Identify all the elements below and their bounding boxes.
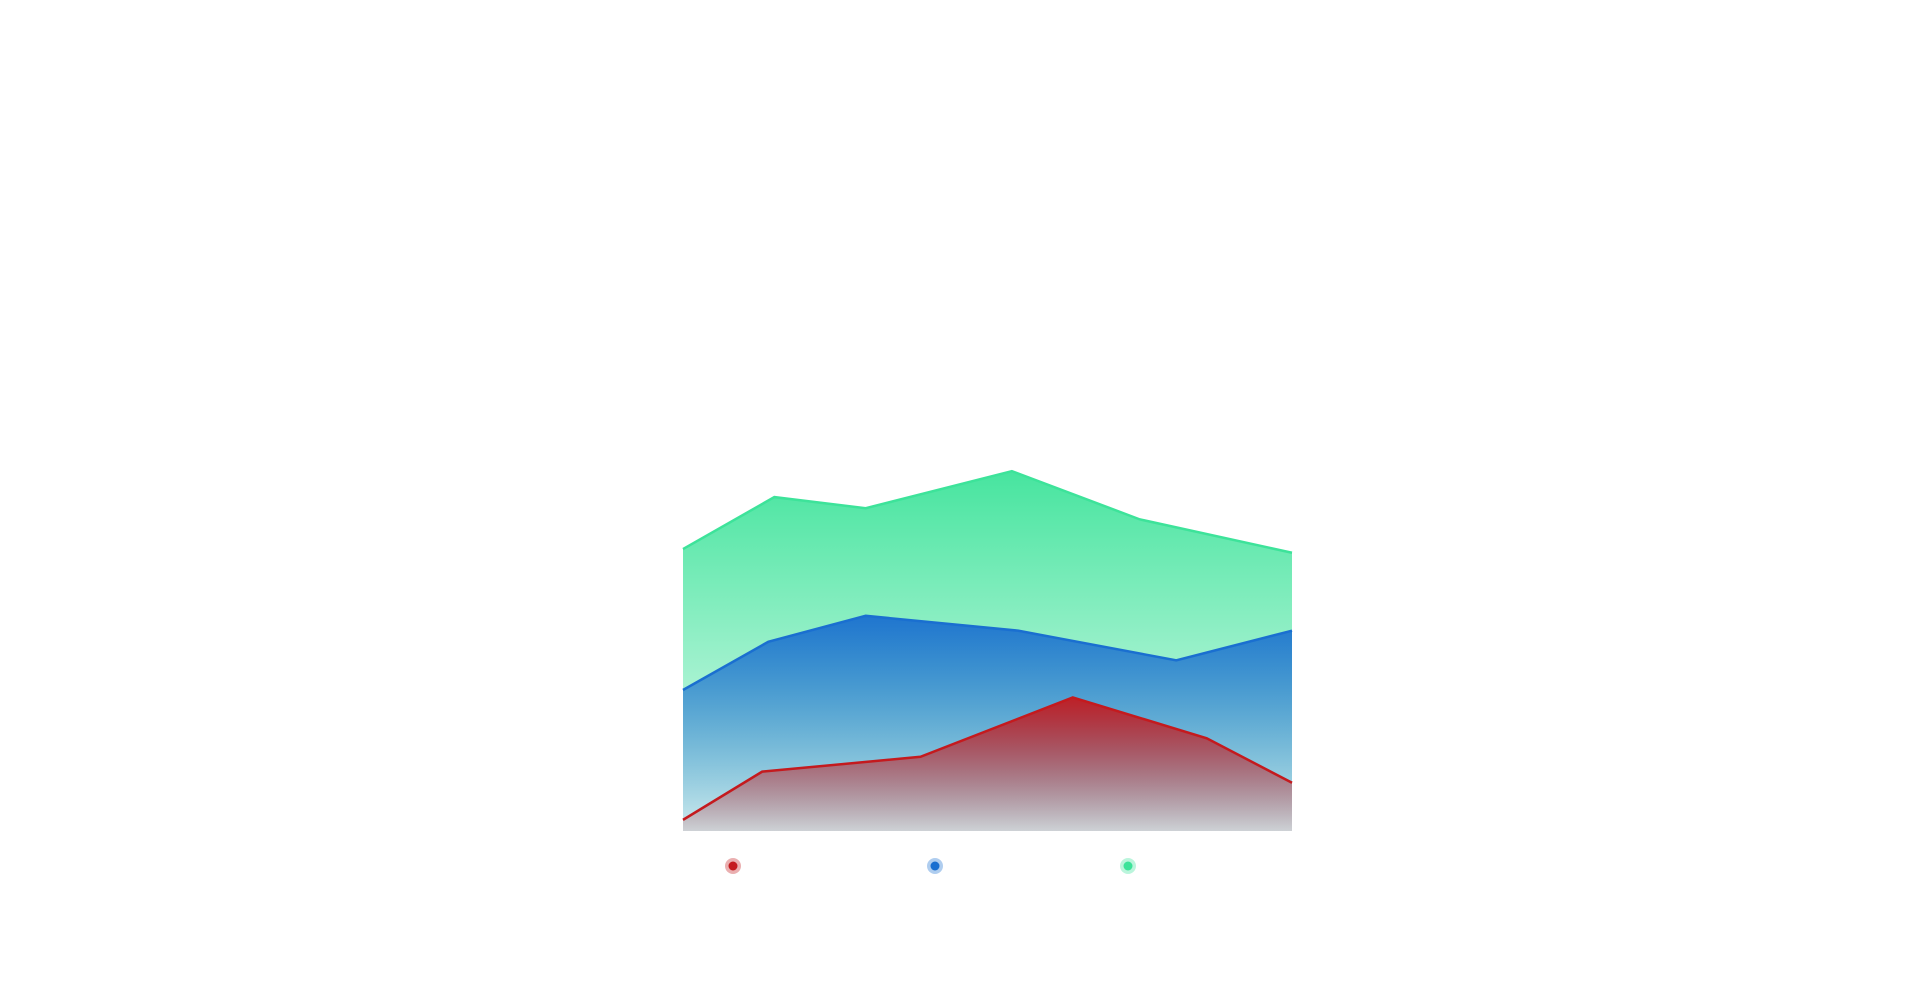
area [683, 697, 1292, 831]
legend-marker [930, 861, 940, 871]
line [682, 696, 1293, 821]
legend-marker [728, 861, 738, 871]
line [682, 469, 1293, 554]
line [682, 614, 1293, 692]
legend-marker [1123, 861, 1133, 871]
